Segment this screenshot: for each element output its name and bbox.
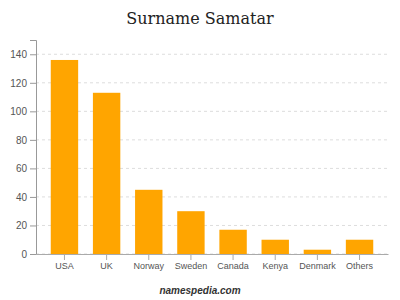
y-tick-label: 120 xyxy=(10,78,27,89)
x-tick-mark xyxy=(275,254,276,260)
x-tick-mark xyxy=(359,254,360,260)
x-tick: UK xyxy=(100,254,113,271)
x-tick-mark xyxy=(317,254,318,260)
y-tick: 60 xyxy=(16,163,36,174)
y-tick-mark xyxy=(30,197,36,198)
y-tick: 40 xyxy=(16,192,36,203)
y-tick: 100 xyxy=(10,106,36,117)
x-tick-mark xyxy=(233,254,234,260)
y-tick-label: 0 xyxy=(21,249,27,260)
x-axis-line xyxy=(37,254,389,255)
chart: Surname Samatar 0 20 40 60 80 100 120 140 USA UK No… xyxy=(0,0,400,300)
grid-line xyxy=(36,254,388,255)
grid-line xyxy=(36,54,388,55)
x-tick: Kenya xyxy=(262,254,288,271)
y-tick-mark xyxy=(30,225,36,226)
y-tick: 80 xyxy=(16,135,36,146)
y-axis-line xyxy=(30,41,37,255)
bar xyxy=(135,190,162,254)
bars xyxy=(51,60,373,254)
y-tick-label: 100 xyxy=(10,106,27,117)
x-tick: Norway xyxy=(134,254,165,271)
y-tick-mark xyxy=(30,254,36,255)
y-tick: 0 xyxy=(21,249,36,260)
x-tick-label: USA xyxy=(55,261,74,271)
x-tick-label: Others xyxy=(346,261,374,271)
grid-line xyxy=(36,168,388,169)
x-tick-label: Norway xyxy=(134,261,165,271)
grid-line xyxy=(36,196,388,197)
x-tick-mark xyxy=(190,254,191,260)
grid-line xyxy=(36,139,388,140)
title: Surname Samatar xyxy=(126,9,274,28)
x-tick-label: Kenya xyxy=(262,261,288,271)
y-tick-label: 80 xyxy=(16,135,28,146)
bar xyxy=(219,230,246,254)
grid-line xyxy=(36,111,388,112)
x-tick-mark xyxy=(106,254,107,260)
x-tick-label: UK xyxy=(100,261,113,271)
x-tick-mark xyxy=(64,254,65,260)
bar xyxy=(262,240,289,254)
x-tick: USA xyxy=(55,254,74,271)
x-tick-mark xyxy=(148,254,149,260)
bar xyxy=(51,60,78,254)
y-tick-mark xyxy=(30,83,36,84)
y-tick-label: 20 xyxy=(16,220,28,231)
bar xyxy=(304,250,331,254)
y-tick-mark xyxy=(30,168,36,169)
x-tick: Sweden xyxy=(175,254,208,271)
x-tick-label: Denmark xyxy=(299,261,336,271)
x-tick: Others xyxy=(346,254,374,271)
x-tick: Canada xyxy=(217,254,249,271)
footer: namespedia.com xyxy=(159,285,240,296)
bar xyxy=(93,93,120,254)
x-tick-label: Canada xyxy=(217,261,249,271)
grid-line xyxy=(36,82,388,83)
y-tick: 20 xyxy=(16,220,36,231)
y-axis: 0 20 40 60 80 100 120 140 xyxy=(10,41,36,260)
grid xyxy=(36,54,388,254)
x-tick-label: Sweden xyxy=(175,261,208,271)
y-tick: 140 xyxy=(10,49,36,60)
grid-line xyxy=(36,225,388,226)
y-tick-label: 60 xyxy=(16,163,28,174)
x-tick: Denmark xyxy=(299,254,336,271)
bar xyxy=(346,240,373,254)
y-tick-label: 140 xyxy=(10,49,27,60)
y-tick: 120 xyxy=(10,78,36,89)
y-tick-mark xyxy=(30,111,36,112)
x-axis: USA UK Norway Sweden Canada Kenya Denmark Other… xyxy=(37,254,389,271)
bar xyxy=(177,211,204,254)
y-tick-mark xyxy=(30,140,36,141)
y-tick-label: 40 xyxy=(16,192,28,203)
y-tick-mark xyxy=(30,54,36,55)
